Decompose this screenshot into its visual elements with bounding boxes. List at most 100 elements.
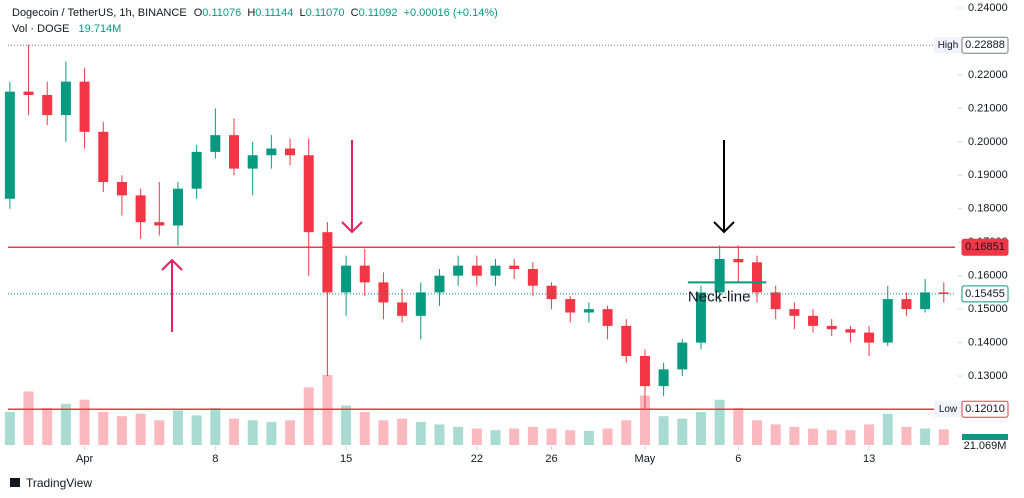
candle-body (229, 135, 240, 169)
candle-body (135, 195, 146, 223)
ohlc-key: L (299, 7, 305, 19)
candle-body (920, 292, 931, 310)
volume-bar (920, 428, 931, 445)
header-line: Dogecoin / TetherUS, 1h, BINANCE O0.1107… (12, 7, 498, 19)
volume-bar (471, 428, 482, 445)
volume-bar (229, 418, 240, 445)
x-tick-label: May (635, 453, 656, 465)
volume-bar (415, 421, 426, 445)
candle-body (172, 188, 183, 226)
neckline-label: Neck-line (688, 288, 751, 305)
volume-bar (322, 375, 333, 445)
volume-bar (695, 412, 706, 445)
price-tag: 0.22888 (965, 39, 1005, 51)
volume-value: 19.714M (79, 23, 122, 35)
ohlc-value: 0.11070 (306, 7, 345, 19)
candle-body (79, 81, 90, 132)
x-tick-label: Apr (76, 453, 93, 465)
arrow-head (341, 221, 363, 234)
arrows (161, 140, 735, 332)
ohlc-key: C (351, 7, 359, 19)
volume-bar (79, 399, 90, 445)
candle-body (695, 292, 706, 343)
volume-bar (826, 430, 837, 445)
y-tick-label: 0.14000 (968, 337, 1008, 349)
volume-bar (303, 387, 314, 445)
volume-bar (602, 428, 613, 445)
x-tick-label: 13 (863, 453, 875, 465)
volume-bar (789, 426, 800, 445)
candle-body (415, 292, 426, 316)
volume-label: Vol · DOGE (12, 23, 69, 35)
candle-body (509, 265, 520, 269)
price-tag: 0.16851 (965, 241, 1005, 253)
volume-bar (23, 391, 34, 445)
candle-body (565, 299, 576, 313)
symbol: Dogecoin / TetherUS, 1h, BINANCE (12, 7, 187, 19)
tag-name: Low (939, 404, 958, 415)
candle-body (639, 355, 650, 387)
volume-bar (453, 426, 464, 445)
ohlc-value: 0.11092 (359, 7, 398, 19)
volume-bar (677, 418, 688, 445)
volume-bar (565, 430, 576, 445)
candle-body (733, 258, 744, 263)
y-tick-label: 0.19000 (968, 169, 1008, 181)
volume-bar (527, 426, 538, 445)
volume-bar (733, 407, 744, 445)
ohlc-value: 0.11144 (255, 7, 293, 19)
tag-name-box (934, 37, 962, 54)
candle-body (266, 148, 277, 156)
candle-body (378, 282, 389, 303)
candle-body (303, 155, 314, 233)
y-tick-label: 0.22000 (968, 69, 1008, 81)
logo-mark (10, 478, 20, 487)
volume-tag: 21.069M (964, 440, 1007, 452)
candle-body (191, 151, 202, 189)
candle-body (789, 309, 800, 316)
candle-body (154, 222, 165, 226)
y-tick-label: 0.24000 (968, 2, 1008, 14)
volume-bar (938, 429, 949, 445)
candle-body (285, 148, 296, 156)
volume-bar (770, 424, 781, 445)
volume-bar (864, 424, 875, 445)
price-tag: 0.12010 (965, 403, 1005, 415)
price-tag-box (961, 285, 1009, 303)
candle-body (826, 325, 837, 330)
candle-body (938, 292, 949, 294)
volume-bar (210, 407, 221, 445)
candle-body (471, 265, 482, 276)
volume-bar (714, 399, 725, 445)
volume-bar (266, 421, 277, 445)
candle-body (546, 285, 557, 300)
volume-bar (341, 405, 352, 445)
x-tick-label: 8 (212, 453, 218, 465)
candle-body (864, 332, 875, 343)
plot (4, 44, 949, 445)
volume-bar (378, 420, 389, 445)
candle-body (23, 91, 34, 95)
brand: TradingView (26, 476, 92, 490)
candle-body (210, 135, 221, 152)
volume-bar (808, 428, 819, 445)
candle-body (714, 258, 725, 293)
candle-body (322, 232, 333, 293)
candle-body (602, 309, 613, 326)
volume-bar (583, 431, 594, 445)
volume-bar (135, 413, 146, 445)
volume-bar (60, 403, 71, 445)
volume-bar (285, 420, 296, 445)
candle-body (98, 131, 109, 182)
volume-bar (752, 420, 763, 445)
candle-body (845, 329, 856, 333)
volume-bar (546, 428, 557, 445)
y-tick-label: 0.15000 (968, 303, 1008, 315)
y-tick-label: 0.18000 (968, 203, 1008, 215)
volume-bar (397, 418, 408, 445)
volume-bar (509, 428, 520, 445)
price-tag: 0.15455 (965, 288, 1005, 300)
candle-body (116, 181, 127, 196)
candle-body (490, 265, 501, 276)
